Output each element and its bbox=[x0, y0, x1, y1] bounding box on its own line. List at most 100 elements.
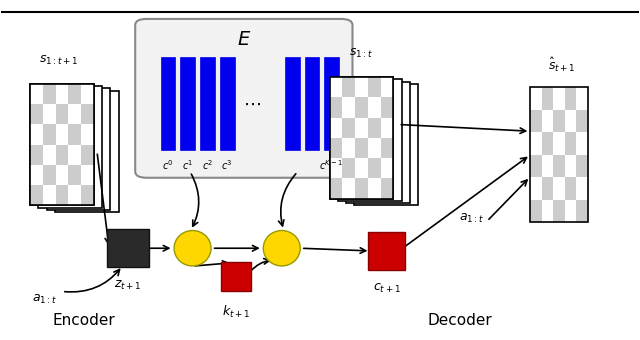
Bar bbox=[381, 118, 394, 138]
Text: $a_{1:t}$: $a_{1:t}$ bbox=[32, 293, 58, 306]
Text: $c^{K-1}$: $c^{K-1}$ bbox=[319, 158, 344, 172]
Bar bbox=[47, 88, 110, 210]
Text: Encoder: Encoder bbox=[53, 313, 116, 328]
Text: $s_{1:t+1}$: $s_{1:t+1}$ bbox=[39, 54, 79, 67]
Bar bbox=[30, 124, 43, 145]
Bar bbox=[180, 57, 195, 150]
Bar bbox=[68, 84, 81, 104]
Bar bbox=[330, 77, 394, 199]
Bar bbox=[38, 86, 102, 208]
Bar bbox=[541, 132, 553, 155]
Bar bbox=[330, 118, 342, 138]
Bar bbox=[81, 185, 94, 205]
Bar bbox=[564, 200, 576, 222]
FancyBboxPatch shape bbox=[369, 232, 405, 270]
Bar bbox=[342, 178, 355, 199]
Text: $z_{t+1}$: $z_{t+1}$ bbox=[114, 279, 141, 292]
Bar bbox=[81, 124, 94, 145]
Bar bbox=[368, 98, 381, 118]
Bar bbox=[346, 82, 410, 203]
Bar bbox=[43, 185, 56, 205]
Bar bbox=[368, 158, 381, 178]
Bar bbox=[342, 77, 355, 98]
Bar bbox=[355, 158, 368, 178]
Bar bbox=[338, 80, 401, 201]
Text: $E$: $E$ bbox=[237, 30, 251, 49]
Bar bbox=[576, 87, 588, 110]
Bar bbox=[30, 104, 43, 124]
Bar bbox=[56, 165, 68, 185]
Bar bbox=[368, 178, 381, 199]
Bar bbox=[355, 118, 368, 138]
Bar bbox=[531, 87, 541, 110]
Bar bbox=[576, 177, 588, 200]
Bar bbox=[342, 118, 355, 138]
Bar bbox=[30, 145, 43, 165]
Bar bbox=[81, 84, 94, 104]
Bar bbox=[531, 110, 541, 132]
Bar bbox=[342, 158, 355, 178]
Bar bbox=[576, 132, 588, 155]
Bar bbox=[305, 57, 319, 150]
FancyBboxPatch shape bbox=[106, 229, 148, 267]
Bar bbox=[330, 158, 342, 178]
Bar bbox=[355, 98, 368, 118]
Bar bbox=[330, 77, 394, 199]
Bar bbox=[531, 155, 541, 177]
Bar bbox=[330, 98, 342, 118]
Text: $a_{1:t}$: $a_{1:t}$ bbox=[459, 212, 484, 225]
Bar bbox=[553, 132, 564, 155]
Bar bbox=[43, 145, 56, 165]
Bar bbox=[43, 84, 56, 104]
FancyBboxPatch shape bbox=[135, 19, 353, 178]
Bar bbox=[30, 84, 94, 205]
Bar bbox=[531, 177, 541, 200]
Bar bbox=[81, 165, 94, 185]
Bar bbox=[576, 110, 588, 132]
Bar bbox=[285, 57, 300, 150]
Bar bbox=[381, 178, 394, 199]
Bar bbox=[30, 84, 94, 205]
Bar bbox=[564, 110, 576, 132]
Bar bbox=[43, 104, 56, 124]
Bar bbox=[564, 177, 576, 200]
Bar bbox=[355, 77, 368, 98]
Bar bbox=[56, 185, 68, 205]
Bar bbox=[541, 177, 553, 200]
Text: $s_{1:t}$: $s_{1:t}$ bbox=[349, 47, 374, 61]
Bar bbox=[330, 138, 342, 158]
Bar bbox=[576, 200, 588, 222]
Bar bbox=[220, 57, 235, 150]
Bar bbox=[531, 200, 541, 222]
Bar bbox=[381, 98, 394, 118]
Bar bbox=[553, 177, 564, 200]
Bar bbox=[30, 185, 43, 205]
Bar bbox=[342, 138, 355, 158]
Bar bbox=[68, 104, 81, 124]
Bar bbox=[342, 98, 355, 118]
Bar bbox=[56, 84, 68, 104]
Text: $c^2$: $c^2$ bbox=[202, 158, 213, 172]
Bar bbox=[531, 87, 588, 222]
Bar bbox=[553, 110, 564, 132]
Bar bbox=[541, 110, 553, 132]
Bar bbox=[56, 104, 68, 124]
Bar bbox=[30, 84, 43, 104]
Bar bbox=[541, 155, 553, 177]
Ellipse shape bbox=[174, 231, 211, 266]
Bar bbox=[355, 84, 418, 205]
Bar bbox=[381, 77, 394, 98]
Bar bbox=[564, 132, 576, 155]
Text: Decoder: Decoder bbox=[428, 313, 493, 328]
Ellipse shape bbox=[263, 231, 300, 266]
Bar bbox=[56, 124, 68, 145]
Bar bbox=[368, 138, 381, 158]
Bar bbox=[330, 178, 342, 199]
Bar bbox=[381, 158, 394, 178]
Bar bbox=[531, 132, 541, 155]
Text: $c_{t+1}$: $c_{t+1}$ bbox=[373, 282, 401, 295]
Bar bbox=[564, 155, 576, 177]
Text: $\hat{s}_{t+1}$: $\hat{s}_{t+1}$ bbox=[548, 56, 576, 74]
Bar bbox=[81, 104, 94, 124]
Bar bbox=[355, 138, 368, 158]
